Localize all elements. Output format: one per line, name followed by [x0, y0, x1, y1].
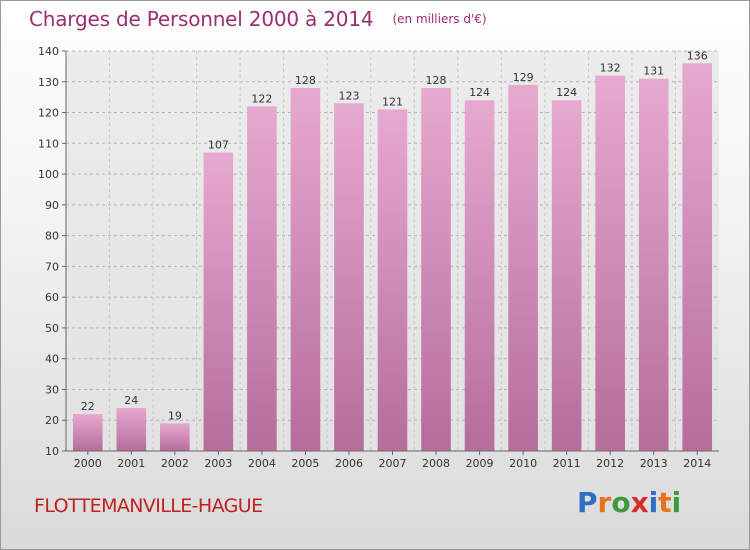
labels: 10 20 30 40 50 60 70 80 90 100 110 120 130 140 22 2000 2… [38, 45, 711, 470]
x-tick-label: 2010 [509, 457, 537, 470]
bar [377, 109, 408, 451]
logo-letter: t [658, 486, 672, 519]
x-tick-label: 2008 [422, 457, 450, 470]
y-tick-label: 70 [45, 260, 59, 273]
data-label: 122 [251, 92, 272, 105]
y-tick-label: 50 [45, 322, 59, 335]
y-tick-label: 80 [45, 230, 59, 243]
y-tick-label: 10 [45, 445, 59, 458]
data-label: 132 [600, 62, 621, 75]
x-tick-label: 2014 [683, 457, 711, 470]
x-tick-label: 2013 [640, 457, 668, 470]
bar [116, 407, 147, 451]
y-tick-label: 140 [38, 45, 59, 58]
logo-letter: o [611, 486, 631, 519]
logo-letter: P [577, 486, 598, 519]
data-label: 131 [643, 65, 664, 78]
bar [203, 152, 234, 452]
x-tick-label: 2000 [74, 457, 102, 470]
x-tick-label: 2001 [117, 457, 145, 470]
y-tick-label: 120 [38, 107, 59, 120]
x-tick-label: 2011 [553, 457, 581, 470]
bar [247, 106, 277, 451]
x-tick-label: 2004 [248, 457, 276, 470]
logo-letter: x [630, 486, 649, 519]
bar [595, 75, 625, 451]
logo-letter: i [648, 486, 659, 519]
x-tick-label: 2012 [596, 457, 624, 470]
y-tick-label: 60 [45, 291, 59, 304]
logo-letter: r [597, 486, 612, 519]
title-row: Charges de Personnel 2000 à 2014 (en mil… [29, 7, 487, 31]
y-tick-label: 130 [38, 76, 59, 89]
x-tick-label: 2003 [204, 457, 232, 470]
data-label: 124 [469, 86, 490, 99]
bar [421, 87, 451, 451]
bars [72, 63, 713, 452]
bar [508, 84, 538, 451]
proxiti-logo: Proxiti [577, 486, 681, 519]
data-label: 128 [426, 74, 447, 87]
bar [160, 423, 190, 451]
y-tick-label: 30 [45, 383, 59, 396]
bar [290, 87, 321, 451]
y-tick-label: 100 [38, 168, 59, 181]
y-tick-label: 90 [45, 199, 59, 212]
y-tick-label: 110 [38, 137, 59, 150]
x-tick-label: 2005 [291, 457, 319, 470]
data-label: 129 [513, 71, 534, 84]
bar [551, 100, 582, 451]
logo-letter: i [671, 486, 682, 519]
bar [72, 414, 103, 451]
data-label: 136 [687, 49, 708, 62]
data-label: 128 [295, 74, 316, 87]
place-name: FLOTTEMANVILLE-HAGUE [34, 495, 263, 517]
data-label: 19 [168, 409, 182, 422]
bar [638, 78, 669, 451]
data-label: 24 [124, 394, 138, 407]
chart-subtitle: (en milliers d'€) [392, 12, 487, 26]
bar [334, 103, 364, 452]
chart-title: Charges de Personnel 2000 à 2014 [29, 7, 374, 31]
bar [682, 63, 713, 452]
x-tick-label: 2002 [161, 457, 189, 470]
x-tick-label: 2009 [466, 457, 494, 470]
data-label: 22 [81, 400, 95, 413]
x-tick-label: 2006 [335, 457, 363, 470]
data-label: 121 [382, 95, 403, 108]
data-label: 123 [338, 89, 359, 102]
axes [62, 50, 719, 455]
data-label: 107 [208, 139, 229, 152]
y-tick-label: 20 [45, 414, 59, 427]
y-tick-label: 40 [45, 353, 59, 366]
bar [464, 100, 495, 451]
data-label: 124 [556, 86, 577, 99]
x-tick-label: 2007 [379, 457, 407, 470]
